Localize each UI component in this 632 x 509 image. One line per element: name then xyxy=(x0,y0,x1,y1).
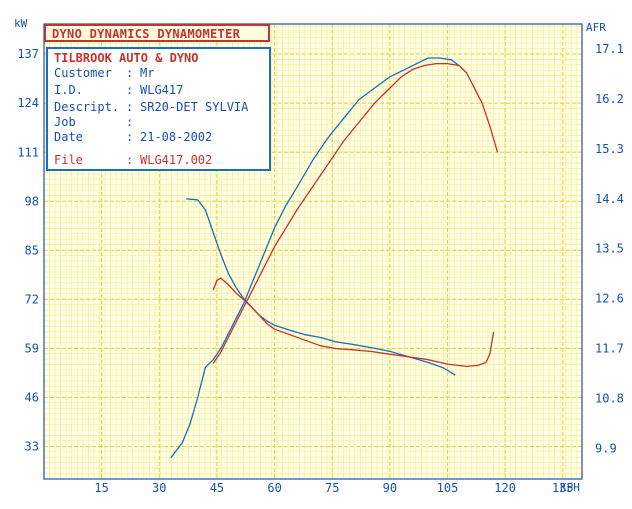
series-line-2 xyxy=(212,62,499,364)
info-value: SR20-DET SYLVIA xyxy=(140,100,249,114)
info-sep: : xyxy=(126,115,134,129)
info-label: Job xyxy=(54,115,76,129)
x-tick-label: 45 xyxy=(210,481,224,495)
y-tick-label: 98 xyxy=(25,194,39,208)
x-axis: 15 30 45 60 75 90 105 120 135 xyxy=(94,481,573,495)
info-label: Descript. xyxy=(54,100,120,114)
x-tick-label: 15 xyxy=(94,481,108,495)
info-value: WLG417.002 xyxy=(140,153,213,167)
x-tick-label: 90 xyxy=(383,481,397,495)
series-line-1 xyxy=(170,57,460,459)
y-tick-label: 85 xyxy=(25,243,39,257)
x-tick-label: 60 xyxy=(267,481,281,495)
x-tick-label: 75 xyxy=(325,481,339,495)
vehicle-info-panel: TILBROOK AUTO & DYNO Customer: Mr I.D.: WL… xyxy=(46,47,271,171)
y2-tick-label: 15.3 xyxy=(595,142,624,156)
y2-tick-label: 10.8 xyxy=(595,392,624,406)
y2-tick-label: 13.5 xyxy=(595,242,624,256)
info-row-job: Job: xyxy=(54,115,140,129)
y-tick-label: 33 xyxy=(25,440,39,454)
y2-tick-label: 11.7 xyxy=(595,342,624,356)
series-group xyxy=(170,57,499,459)
y-tick-label: 59 xyxy=(25,341,39,355)
chart-title: DYNO DYNAMICS DYNAMOMETER xyxy=(52,27,241,41)
info-value: WLG417 xyxy=(140,83,184,97)
y-tick-label: 137 xyxy=(17,47,39,61)
info-label: File xyxy=(54,153,83,167)
y2-tick-label: 16.2 xyxy=(595,92,624,106)
y-tick-label: 46 xyxy=(25,391,39,405)
chart-title-box: DYNO DYNAMICS DYNAMOMETER xyxy=(44,24,270,42)
y2-tick-label: 14.4 xyxy=(595,192,624,206)
y2-tick-label: 9.9 xyxy=(595,441,617,455)
y-axis-right: 9.9 10.8 11.7 12.6 13.5 14.4 15.3 16.2 17.1 xyxy=(595,42,624,456)
x-axis-unit-label: KPH xyxy=(560,481,580,494)
info-sep: : xyxy=(126,100,134,114)
series-line-4 xyxy=(212,277,495,368)
info-sep: : xyxy=(126,83,134,97)
info-row-date: Date:21-08-2002 xyxy=(54,130,212,144)
info-sep: : xyxy=(126,66,134,80)
info-value: 21-08-2002 xyxy=(140,130,213,144)
info-label: Date xyxy=(54,130,83,144)
info-sep: : xyxy=(126,153,134,167)
x-tick-label: 105 xyxy=(437,481,459,495)
y-tick-label: 111 xyxy=(17,145,39,159)
grid xyxy=(44,24,582,479)
shop-name: TILBROOK AUTO & DYNO xyxy=(54,51,199,65)
info-value: Mr xyxy=(140,66,155,80)
x-tick-label: 135 xyxy=(552,481,574,495)
y2-tick-label: 12.6 xyxy=(595,292,624,306)
y-axis-unit-label: kW xyxy=(14,17,28,30)
info-label: I.D. xyxy=(54,83,83,97)
series-line-3 xyxy=(186,198,456,376)
y-axis-left: 33 46 59 72 85 98 111 124 137 xyxy=(17,47,39,453)
info-row-description: Descript.: SR20-DET SYLVIA xyxy=(54,100,248,114)
y2-axis-unit-label: AFR xyxy=(586,21,606,34)
info-row-customer: Customer: Mr xyxy=(54,66,154,80)
plot-frame xyxy=(43,23,583,480)
info-row-id: I.D.: WLG417 xyxy=(54,83,183,97)
x-tick-label: 120 xyxy=(494,481,516,495)
info-row-file: File: WLG417.002 xyxy=(54,153,212,167)
info-sep: : xyxy=(126,130,134,144)
info-label: Customer xyxy=(54,66,112,80)
y-tick-label: 72 xyxy=(25,292,39,306)
y2-tick-label: 17.1 xyxy=(595,42,624,56)
y-tick-label: 124 xyxy=(17,96,39,110)
x-tick-label: 30 xyxy=(152,481,166,495)
